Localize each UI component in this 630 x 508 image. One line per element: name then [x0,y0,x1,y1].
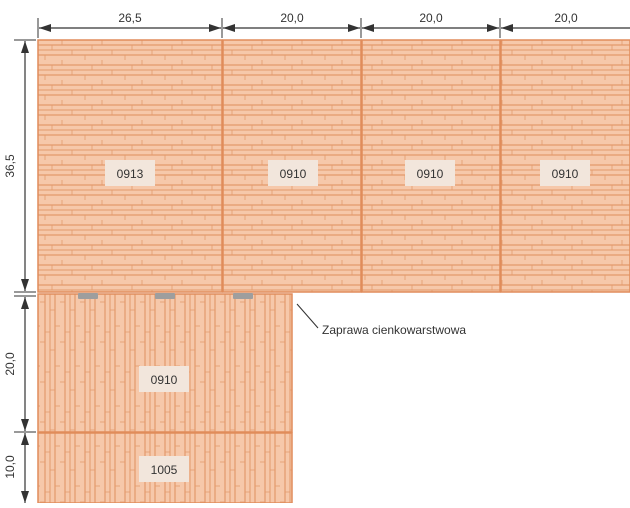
leader-line [296,303,319,329]
label-0910-vertical: 0910 [151,373,178,387]
dimension-label-left-3: 10,0 [3,455,17,479]
dimension-label-top-3: 20,0 [419,11,443,25]
block-labels: 0913 0910 0910 0910 0910 1005 [105,160,590,482]
left-dimensions: 36,5 20,0 10,0 [3,39,36,503]
mortar-annotation: Zaprawa cienkowarstwowa [296,303,466,337]
top-dimensions: 26,5 20,0 20,0 20,0 [37,11,630,38]
label-bg [139,456,189,482]
dimension-label-top-1: 26,5 [118,11,142,25]
annotation-text: Zaprawa cienkowarstwowa [322,323,466,337]
dimension-label-left-2: 20,0 [3,352,17,376]
label-0910-a: 0910 [280,167,307,181]
label-0910-b: 0910 [417,167,444,181]
dimension-label-top-2: 20,0 [280,11,304,25]
label-0913: 0913 [117,167,144,181]
label-bg [405,160,455,186]
label-bg [139,366,189,392]
label-0910-c: 0910 [552,167,579,181]
label-bg [540,160,590,186]
label-bg [105,160,155,186]
mortar-pad-icon [233,293,253,299]
mortar-pad-icon [155,293,175,299]
mortar-markers [78,293,253,299]
mortar-pad-icon [78,293,98,299]
dimension-label-top-4: 20,0 [554,11,578,25]
label-bg [268,160,318,186]
dimension-label-left-1: 36,5 [3,154,17,178]
block-0910-vertical [37,293,293,433]
label-1005: 1005 [151,463,178,477]
